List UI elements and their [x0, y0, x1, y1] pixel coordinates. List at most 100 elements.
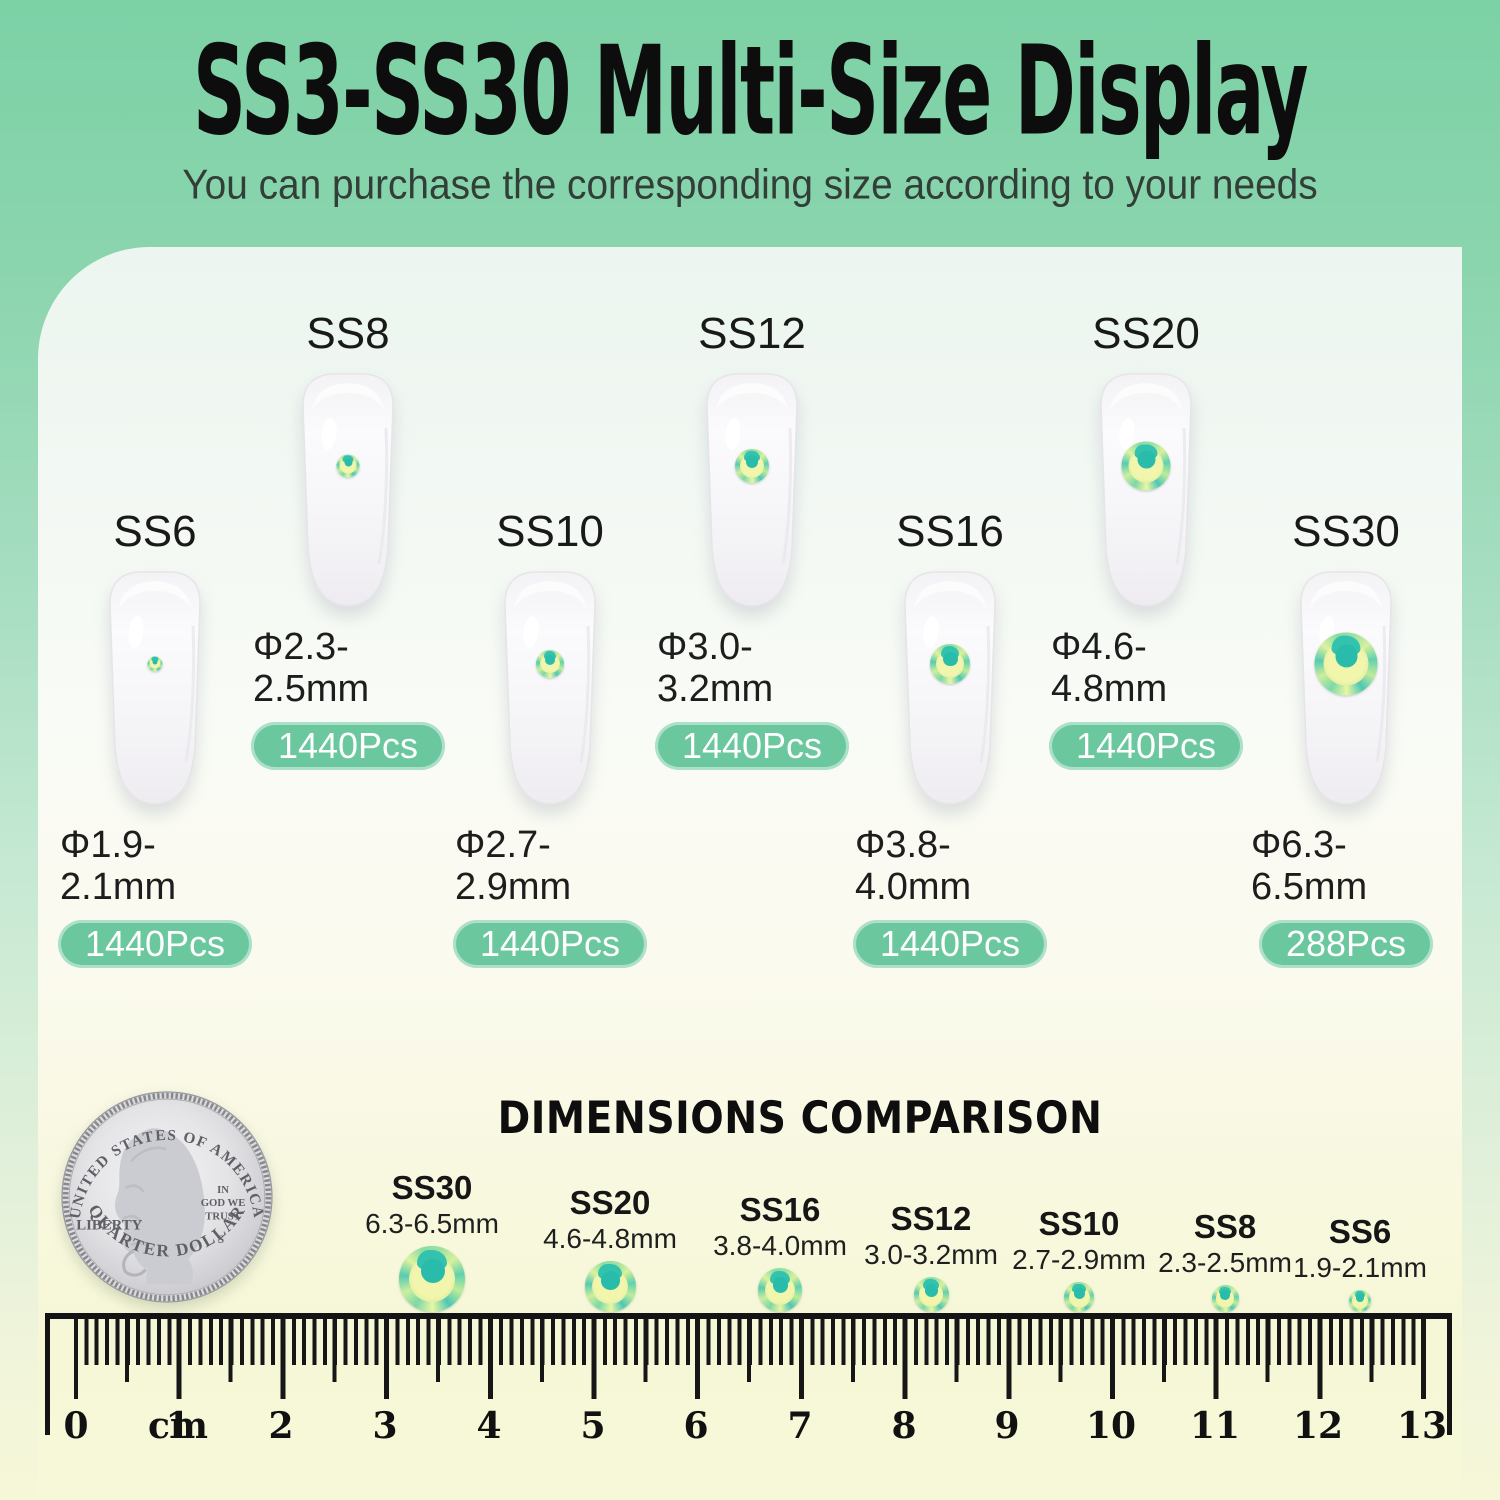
quantity-badge: 1440Pcs — [1048, 722, 1244, 770]
comparison-size-range: 3.8-4.0mm — [713, 1230, 847, 1261]
rhinestone-icon — [536, 649, 564, 678]
quantity-badge: 1440Pcs — [852, 920, 1048, 968]
quantity-badge: 1440Pcs — [57, 920, 253, 968]
rhinestone-icon — [1121, 441, 1171, 491]
comparison-size-label: SS6 — [1328, 1213, 1392, 1250]
comparison-size-label: SS20 — [569, 1184, 651, 1221]
coin-motto-line: TRUST — [205, 1210, 241, 1222]
size-label: SS10 — [496, 507, 604, 556]
comparison-item-ss30: SS30 6.3-6.5mm — [352, 1169, 512, 1312]
quantity-badge: 288Pcs — [1258, 920, 1434, 968]
ruler-baseline — [45, 1313, 1452, 1319]
coin-liberty-text: LIBERTY — [76, 1218, 142, 1234]
rhinestone-dot — [758, 1268, 802, 1312]
ruler-number: 9 — [994, 1405, 1020, 1447]
rhinestone-dot — [584, 1261, 636, 1312]
size-label: SS6 — [113, 507, 197, 556]
size-card-ss30: SS30 Φ6.3-6.5mm 288Pcs — [1251, 506, 1441, 968]
size-card-ss8: SS8 Φ2.3-2.5mm 1440Pcs — [250, 308, 446, 770]
ruler-unit-label: cm — [148, 1405, 209, 1447]
comparison-heading: DIMENSIONS COMPARISON — [497, 1092, 1103, 1144]
comparison-size-label: SS10 — [1038, 1205, 1120, 1242]
ruler-number: 4 — [476, 1405, 502, 1447]
comparison-size-label: SS30 — [391, 1169, 473, 1206]
ruler-number: 2 — [268, 1405, 294, 1447]
rhinestone-dot — [1064, 1282, 1094, 1312]
rhinestone-icon — [147, 656, 163, 672]
comparison-item-ss20: SS20 4.6-4.8mm — [530, 1184, 690, 1312]
ruler-number: 6 — [683, 1405, 709, 1447]
press-on-nail-image — [1080, 368, 1212, 612]
ruler-number: 10 — [1085, 1405, 1137, 1447]
comparison-size-range: 1.9-2.1mm — [1293, 1252, 1427, 1283]
page-title: SS3-SS30 Multi-Size Display — [193, 19, 1308, 164]
diameter-range: Φ1.9-2.1mm — [60, 824, 177, 908]
diameter-range: Φ2.7-2.9mm — [455, 824, 572, 908]
diameter-range: Φ3.0-3.2mm — [657, 626, 774, 710]
comparison-item-ss10: SS10 2.7-2.9mm — [999, 1205, 1159, 1312]
comparison-size-range: 4.6-4.8mm — [543, 1223, 677, 1254]
comparison-size-range: 2.7-2.9mm — [1012, 1244, 1146, 1275]
size-card-ss16: SS16 Φ3.8-4.0mm 1440Pcs — [852, 506, 1048, 968]
comparison-size-range: 6.3-6.5mm — [365, 1208, 499, 1239]
size-label: SS16 — [896, 507, 1004, 556]
comparison-size-range: 3.0-3.2mm — [864, 1239, 998, 1270]
ruler-right-edge — [1447, 1315, 1452, 1435]
rhinestone-dot — [1349, 1290, 1371, 1312]
rhinestone-dot — [399, 1246, 465, 1312]
comparison-size-label: SS8 — [1193, 1208, 1257, 1245]
ruler-number: 11 — [1189, 1405, 1241, 1447]
press-on-nail-image — [484, 566, 616, 810]
coin-motto-line: GOD WE — [201, 1197, 246, 1209]
size-label: SS12 — [698, 309, 806, 358]
diameter-range: Φ6.3-6.5mm — [1251, 824, 1368, 908]
rhinestone-icon — [735, 448, 769, 483]
ruler-number: 8 — [891, 1405, 917, 1447]
ruler-number: 7 — [787, 1405, 813, 1447]
press-on-nail-image — [686, 368, 818, 612]
quarter-coin-image: UNITED STATES OF AMERICA QUARTER DOLLAR … — [60, 1090, 274, 1304]
size-label: SS30 — [1292, 507, 1400, 556]
diameter-range: Φ3.8-4.0mm — [855, 824, 972, 908]
ruler-number: 5 — [580, 1405, 606, 1447]
rhinestone-dot — [913, 1277, 949, 1312]
ruler-number: 3 — [372, 1405, 398, 1447]
press-on-nail-image — [1280, 566, 1412, 810]
ruler-number: 1 — [165, 1405, 191, 1447]
press-on-nail-image — [884, 566, 1016, 810]
comparison-item-ss16: SS16 3.8-4.0mm — [700, 1191, 860, 1312]
coin-mint-mark: S — [218, 1234, 224, 1246]
size-card-ss10: SS10 Φ2.7-2.9mm 1440Pcs — [452, 506, 648, 968]
rhinestone-dot — [1211, 1285, 1239, 1312]
ruler-ticks — [74, 1319, 1430, 1399]
quantity-badge: 1440Pcs — [654, 722, 850, 770]
press-on-nail-image — [89, 566, 221, 810]
comparison-item-ss8: SS8 2.3-2.5mm — [1145, 1208, 1305, 1312]
rhinestone-icon — [1314, 632, 1378, 696]
ruler-numbers: 0 cm 1 2 3 4 5 6 7 8 9 10 11 12 13 — [45, 1405, 1452, 1455]
ruler-number: 0 — [63, 1405, 89, 1447]
comparison-size-range: 2.3-2.5mm — [1158, 1247, 1292, 1278]
size-card-ss6: SS6 Φ1.9-2.1mm 1440Pcs — [57, 506, 253, 968]
coin-motto-line: IN — [217, 1184, 229, 1196]
size-label: SS20 — [1092, 309, 1200, 358]
diameter-range: Φ4.6-4.8mm — [1051, 626, 1168, 710]
size-card-ss20: SS20 Φ4.6-4.8mm 1440Pcs — [1048, 308, 1244, 770]
comparison-item-ss12: SS12 3.0-3.2mm — [851, 1200, 1011, 1312]
comparison-size-label: SS16 — [739, 1191, 821, 1228]
comparison-size-label: SS12 — [890, 1200, 972, 1237]
ruler-number: 13 — [1396, 1405, 1448, 1447]
ruler-left-edge — [45, 1315, 50, 1435]
centimeter-ruler: 0 cm 1 2 3 4 5 6 7 8 9 10 11 12 13 — [45, 1313, 1452, 1463]
comparison-item-ss6: SS6 1.9-2.1mm — [1280, 1213, 1440, 1312]
quantity-badge: 1440Pcs — [452, 920, 648, 968]
rhinestone-icon — [336, 454, 360, 478]
page-subtitle: You can purchase the corresponding size … — [182, 161, 1318, 209]
quantity-badge: 1440Pcs — [250, 722, 446, 770]
ruler-number: 12 — [1292, 1405, 1344, 1447]
rhinestone-icon — [930, 643, 970, 684]
press-on-nail-image — [282, 368, 414, 612]
size-card-ss12: SS12 Φ3.0-3.2mm 1440Pcs — [654, 308, 850, 770]
size-label: SS8 — [306, 309, 390, 358]
